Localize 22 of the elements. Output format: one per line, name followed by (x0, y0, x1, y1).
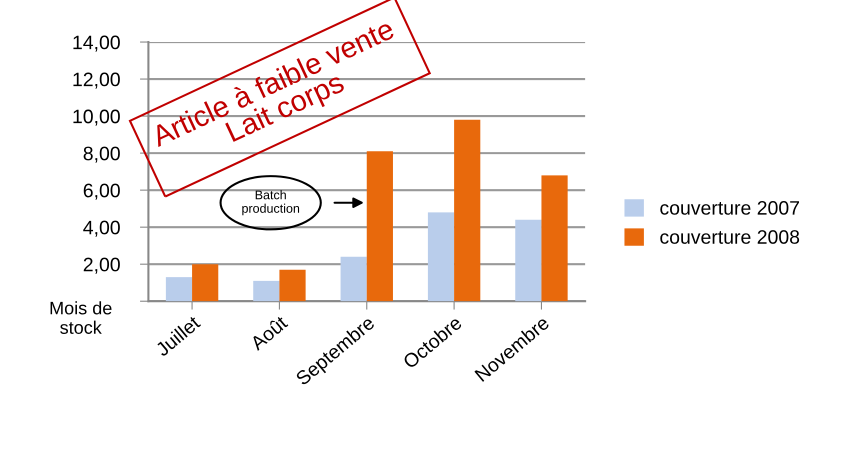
y-tick-label: 8,00 (84, 146, 120, 163)
y-tick-label: 10,00 (73, 110, 120, 126)
annotation: Batch production (242, 190, 300, 216)
y-tick-label: 14,00 (73, 36, 120, 52)
bar (166, 277, 192, 302)
bar (366, 151, 393, 302)
bar (454, 120, 480, 302)
bar (253, 280, 280, 302)
bar (541, 175, 568, 302)
bar (192, 264, 218, 302)
bar (279, 270, 306, 302)
y-tick-label: 6,00 (84, 184, 120, 200)
y-tick-label: 2,00 (84, 258, 120, 274)
legend-label: couverture 2007 (660, 200, 800, 215)
y-axis-title: Mois de stock (50, 301, 112, 334)
y-tick-label: 4,00 (83, 220, 120, 237)
y-tick-label: 12,00 (73, 72, 120, 89)
bar (428, 212, 454, 302)
bar (340, 256, 367, 302)
bar (515, 220, 542, 302)
annotation: Article à faible vente Lait corps (149, 17, 396, 148)
legend-label: couverture 2008 (660, 230, 800, 244)
